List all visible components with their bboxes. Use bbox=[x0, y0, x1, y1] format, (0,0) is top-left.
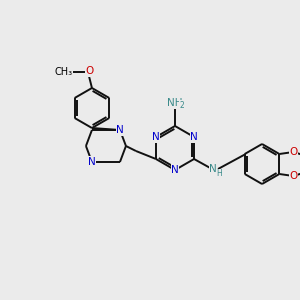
Text: NH: NH bbox=[167, 98, 183, 108]
Text: N: N bbox=[152, 132, 160, 142]
Text: H: H bbox=[216, 169, 222, 178]
Text: O: O bbox=[289, 147, 298, 157]
Text: N: N bbox=[190, 132, 198, 142]
Text: O: O bbox=[86, 66, 94, 76]
Text: CH₃: CH₃ bbox=[55, 67, 73, 77]
Text: 2: 2 bbox=[180, 100, 184, 109]
Text: N: N bbox=[88, 157, 96, 167]
Text: N: N bbox=[171, 165, 179, 175]
Text: O: O bbox=[289, 171, 298, 181]
Text: N: N bbox=[209, 164, 217, 174]
Text: N: N bbox=[116, 125, 124, 135]
